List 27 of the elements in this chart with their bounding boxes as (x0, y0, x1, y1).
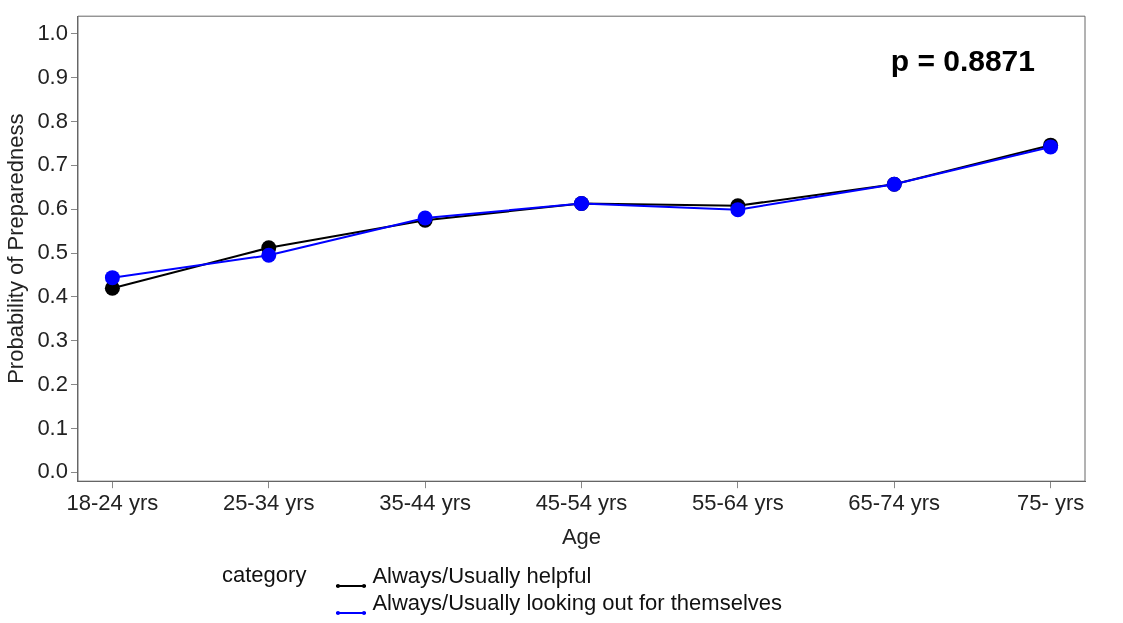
y-tick-label: 0.6 (37, 195, 68, 221)
y-axis-title: Probability of Preparedness (3, 113, 29, 384)
point (261, 247, 277, 263)
y-tick-label: 0.8 (37, 107, 68, 133)
x-tick-label: 35-44 yrs (379, 490, 471, 516)
x-tick-label: 55-64 yrs (692, 490, 784, 516)
y-tick-label: 0.3 (37, 326, 68, 352)
y-tick-label: 0.1 (37, 414, 68, 440)
x-tick-label: 25-34 yrs (222, 490, 315, 516)
legend-title: category (222, 562, 307, 589)
y-tick-label: 0.0 (37, 458, 68, 484)
y-tick-label: 0.5 (37, 239, 68, 265)
point (730, 202, 746, 218)
x-tick-label: 65-74 yrs (848, 490, 941, 516)
y-tick-label: 0.4 (37, 283, 68, 309)
x-tick-label: 45-54 yrs (535, 490, 628, 516)
y-tick-label: 1.0 (37, 19, 68, 45)
legend-label: Always/Usually helpful (372, 562, 592, 589)
y-tick-label: 0.7 (37, 151, 68, 177)
x-tick-label: 75- yrs (1016, 490, 1085, 516)
y-tick-label: 0.9 (37, 63, 68, 89)
x-axis-title: Age (561, 523, 602, 549)
annotation: p = 0.8871 (890, 44, 1035, 78)
point (104, 270, 120, 286)
legend-label: Always/Usually looking out for themselves (372, 589, 783, 616)
y-tick-label: 0.2 (37, 370, 68, 396)
x-tick-label: 18-24 yrs (66, 490, 159, 516)
